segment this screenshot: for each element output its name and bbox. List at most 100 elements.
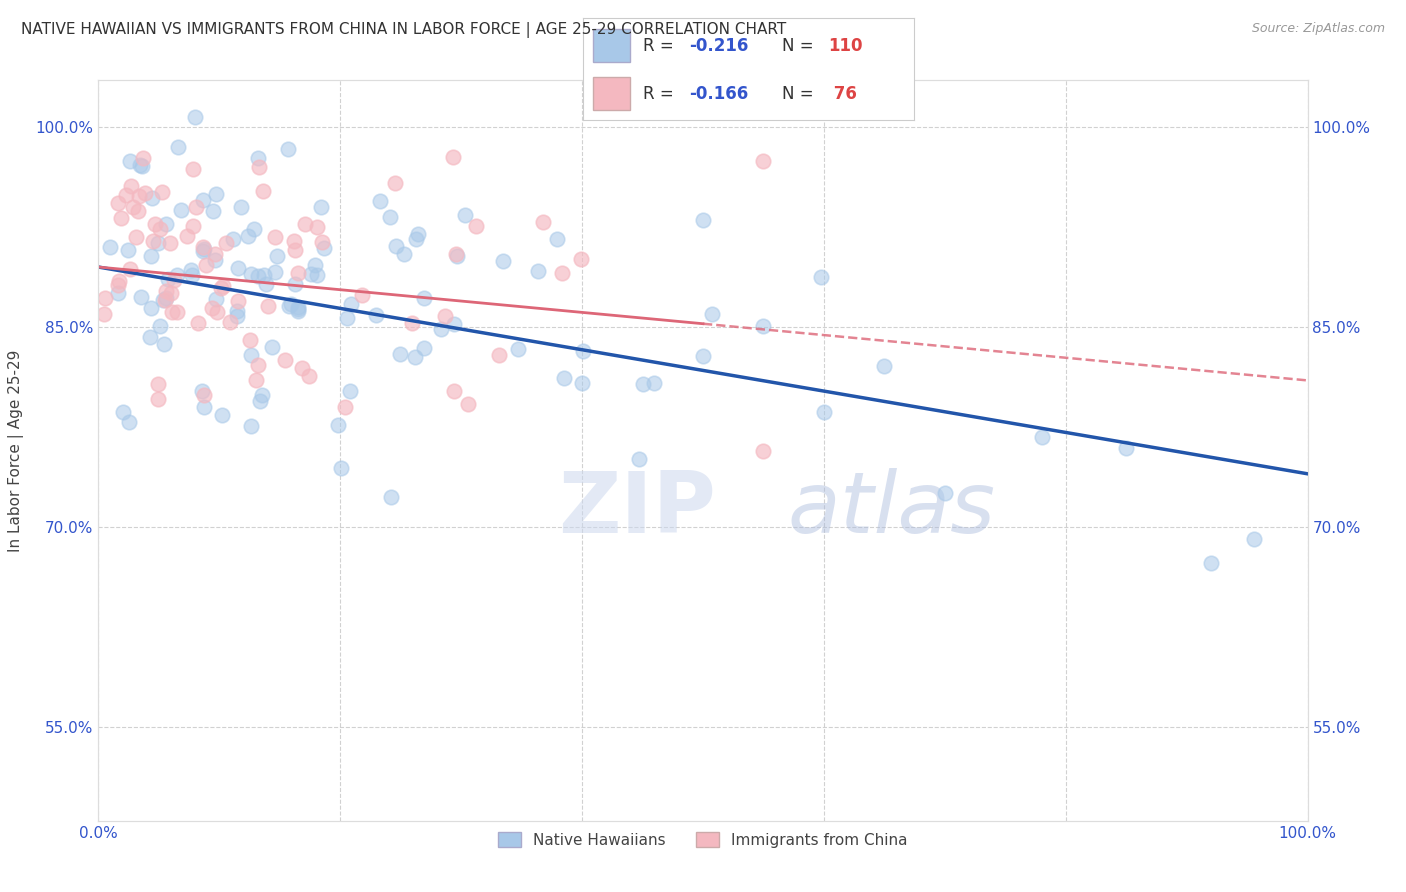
Point [404, 350, 426, 364]
Point [117, 244, 139, 258]
Point [273, 352, 295, 367]
Point [107, 278, 129, 293]
Point [492, 254, 515, 268]
Point [305, 220, 328, 235]
Point [239, 267, 262, 281]
Point [287, 302, 309, 317]
Y-axis label: In Labor Force | Age 25-29: In Labor Force | Age 25-29 [8, 350, 24, 551]
Point [191, 384, 214, 398]
Point [150, 186, 173, 200]
Point [155, 217, 177, 231]
Point [226, 260, 249, 275]
Point [389, 347, 412, 361]
Point [186, 200, 208, 214]
Point [488, 348, 510, 362]
Point [813, 405, 835, 419]
Point [128, 158, 150, 172]
Point [401, 316, 423, 330]
Point [305, 268, 328, 282]
Point [247, 358, 270, 372]
Point [304, 258, 326, 272]
Text: atlas: atlas [787, 468, 995, 551]
Point [441, 150, 464, 164]
Point [93, 307, 115, 321]
Point [627, 451, 650, 466]
Text: Source: ZipAtlas.com: Source: ZipAtlas.com [1251, 22, 1385, 36]
Point [336, 310, 359, 325]
Point [384, 176, 406, 190]
Point [166, 140, 188, 154]
Point [284, 277, 307, 291]
Point [551, 266, 574, 280]
Point [257, 299, 280, 313]
Point [254, 277, 277, 291]
Point [221, 232, 243, 246]
Point [553, 371, 575, 385]
Point [412, 292, 434, 306]
Point [193, 244, 215, 259]
Point [752, 444, 775, 458]
Point [290, 361, 312, 376]
Point [209, 281, 232, 295]
Point [264, 229, 287, 244]
Point [180, 263, 202, 277]
Point [260, 340, 283, 354]
Point [193, 242, 215, 256]
Point [225, 309, 247, 323]
Point [231, 200, 253, 214]
Point [380, 210, 402, 224]
Point [527, 264, 550, 278]
Point [249, 394, 271, 409]
Point [934, 485, 956, 500]
Text: -0.166: -0.166 [689, 85, 748, 103]
Text: N =: N = [782, 85, 818, 103]
Point [218, 315, 240, 329]
Point [335, 401, 357, 415]
Point [571, 376, 593, 390]
Point [531, 214, 554, 228]
Point [298, 368, 321, 383]
Point [329, 460, 352, 475]
Point [155, 291, 177, 305]
Point [277, 142, 299, 156]
Text: 110: 110 [828, 37, 862, 54]
Point [702, 307, 724, 321]
Point [193, 401, 215, 415]
Point [211, 408, 233, 422]
Point [339, 384, 361, 398]
Point [247, 160, 270, 174]
Point [226, 294, 249, 309]
Point [287, 266, 309, 280]
Point [433, 309, 456, 323]
Point [283, 235, 305, 249]
Point [252, 184, 274, 198]
Point [193, 388, 215, 402]
Point [692, 212, 714, 227]
Point [139, 329, 162, 343]
Point [405, 232, 427, 246]
Point [253, 268, 276, 282]
Point [166, 305, 188, 319]
Text: R =: R = [643, 85, 679, 103]
Point [204, 246, 226, 260]
Point [380, 490, 402, 504]
Point [247, 151, 270, 165]
Text: R =: R = [643, 37, 679, 54]
Point [1243, 533, 1265, 547]
Point [148, 392, 170, 407]
Point [243, 222, 266, 236]
Point [149, 319, 172, 334]
Point [141, 301, 163, 315]
Point [311, 235, 333, 250]
Point [166, 268, 188, 283]
Point [236, 229, 259, 244]
Point [283, 243, 305, 257]
Point [294, 218, 316, 232]
Point [100, 240, 122, 254]
Point [752, 153, 775, 168]
Legend: Native Hawaiians, Immigrants from China: Native Hawaiians, Immigrants from China [492, 825, 914, 854]
Point [180, 268, 202, 282]
Point [152, 293, 174, 308]
Point [122, 200, 145, 214]
Point [430, 322, 453, 336]
